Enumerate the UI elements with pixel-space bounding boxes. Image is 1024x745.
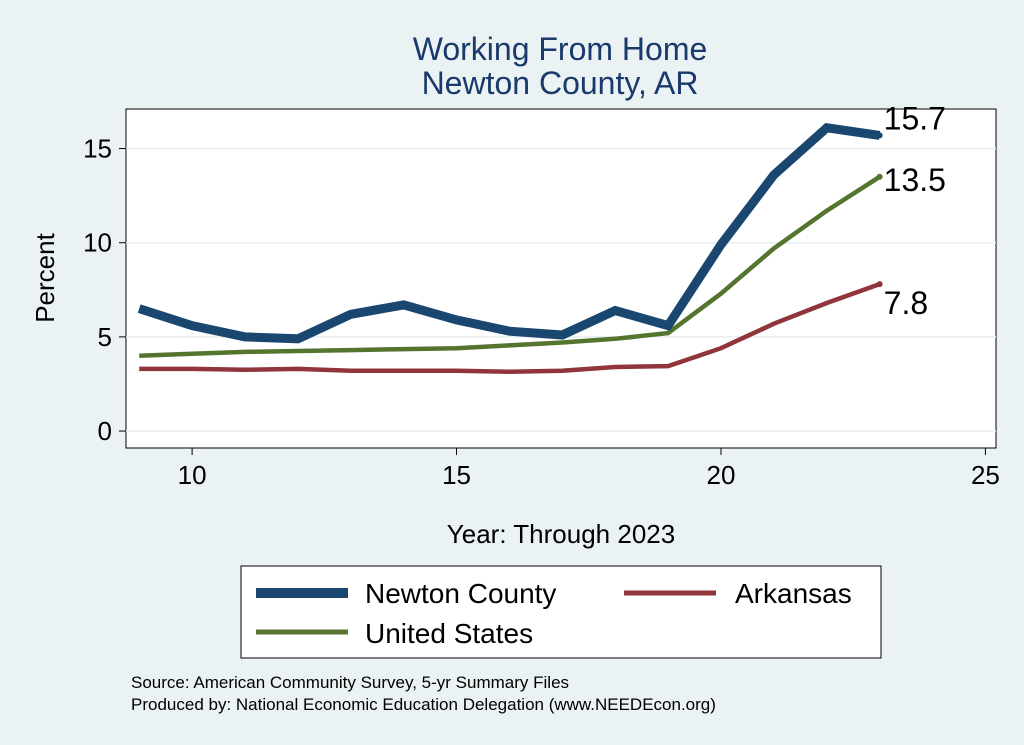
x-tick-label: 15 [442,460,471,490]
x-tick-label: 20 [707,460,736,490]
axes: 0 5 10 15 10 15 20 25 [83,134,1000,490]
legend-box [240,565,882,659]
series-line-arkansas [139,281,881,374]
end-labels: 15.7 7.8 13.5 [884,100,946,321]
legend-label-arkansas: Arkansas [735,578,852,609]
series-end-point-united-states [876,173,883,180]
plot-area [125,108,997,449]
x-axis-title: Year: Through 2023 [447,519,675,549]
legend-label-united-states: United States [365,618,533,649]
chart-title-line-2: Newton County, AR [422,65,699,101]
series-line-newton-county [137,123,881,344]
series-end-point-newton-county [876,132,883,139]
x-tick-label: 25 [971,460,1000,490]
y-tick-label: 10 [83,228,112,258]
series-end-point-arkansas [876,281,883,288]
produced-by-note: Produced by: National Economic Education… [131,695,716,714]
end-label-united-states: 13.5 [884,162,946,198]
series-lines [137,123,883,374]
legend-label-newton-county: Newton County [365,578,556,609]
source-note: Source: American Community Survey, 5-yr … [131,673,569,692]
y-tick-label: 0 [98,416,112,446]
x-tick-label: 10 [178,460,207,490]
end-label-arkansas: 7.8 [884,285,928,321]
y-axis-title: Percent [30,232,60,322]
series-line-united-states [139,174,881,358]
y-tick-label: 5 [98,322,112,352]
y-tick-label: 15 [83,134,112,164]
legend: Newton County Arkansas United States [240,565,882,659]
end-label-newton-county: 15.7 [884,100,946,136]
chart-title-line-1: Working From Home [413,31,708,67]
